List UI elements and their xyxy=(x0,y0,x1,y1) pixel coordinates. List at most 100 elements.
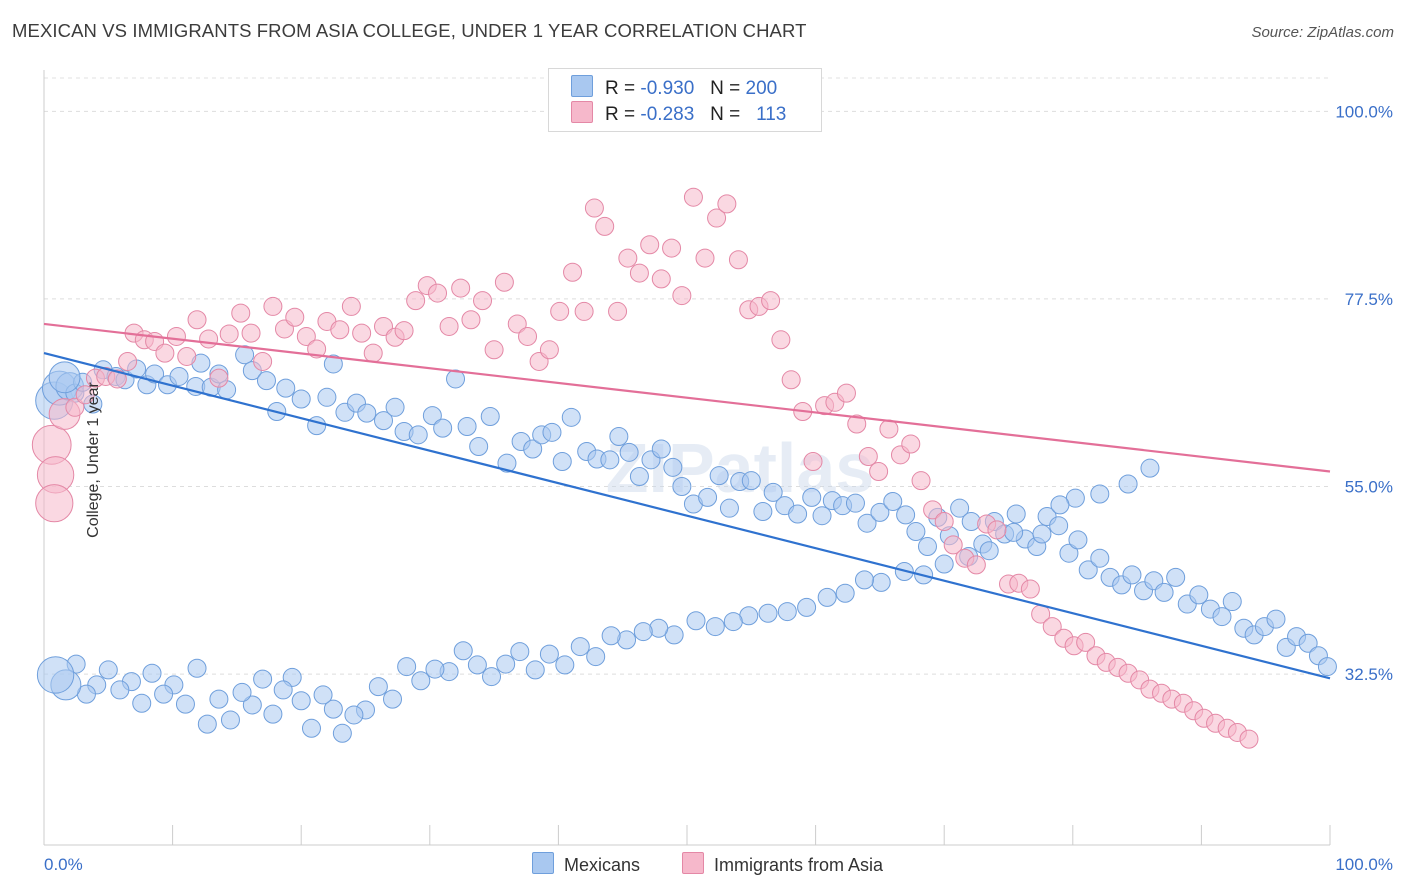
data-point xyxy=(1049,516,1069,536)
data-point xyxy=(966,555,986,575)
data-point xyxy=(374,411,394,431)
data-point xyxy=(1166,567,1186,587)
data-point xyxy=(323,354,343,374)
data-point xyxy=(943,535,963,555)
data-point xyxy=(323,699,343,719)
data-point xyxy=(663,457,683,477)
data-point xyxy=(812,506,832,526)
data-point xyxy=(132,693,152,713)
data-point xyxy=(276,378,296,398)
data-point xyxy=(781,370,801,390)
data-point xyxy=(619,442,639,462)
data-point xyxy=(368,677,388,697)
data-point xyxy=(1059,543,1079,563)
series-mexicans xyxy=(35,345,1337,743)
data-point xyxy=(1090,484,1110,504)
legend-row-asia: R = -0.283 N = 113 xyxy=(571,101,786,127)
legend-swatch-mexicans xyxy=(571,75,593,97)
data-point xyxy=(719,498,739,518)
data-point xyxy=(187,658,207,678)
data-point xyxy=(987,520,1007,540)
data-point xyxy=(177,346,197,366)
data-point xyxy=(199,329,219,349)
data-point xyxy=(397,657,417,677)
data-point xyxy=(901,434,921,454)
data-point xyxy=(896,505,916,525)
legend-n-value: 113 xyxy=(756,104,787,125)
data-point xyxy=(385,397,405,417)
data-point xyxy=(640,235,660,255)
data-point xyxy=(857,513,877,533)
data-point xyxy=(446,369,466,389)
data-point xyxy=(705,617,725,637)
data-point xyxy=(145,364,165,384)
data-point xyxy=(1020,579,1040,599)
data-point xyxy=(662,238,682,258)
data-point xyxy=(695,248,715,268)
data-point xyxy=(950,498,970,518)
legend: R = -0.930 N = 200 R = -0.283 N = 113 xyxy=(548,68,822,132)
data-point xyxy=(574,301,594,321)
data-point xyxy=(422,406,442,426)
data-point xyxy=(118,351,138,371)
data-point xyxy=(406,291,426,311)
data-point xyxy=(552,452,572,471)
legend-n-value: 200 xyxy=(745,78,778,99)
data-point xyxy=(1140,458,1160,478)
data-point xyxy=(518,326,538,346)
bottom-legend-swatch-mexicans xyxy=(532,852,554,874)
data-point xyxy=(1189,585,1209,605)
data-point xyxy=(285,307,305,327)
data-point xyxy=(728,250,748,270)
legend-r-label: R = xyxy=(605,78,636,99)
data-point xyxy=(686,611,706,631)
data-point xyxy=(363,343,383,363)
data-point xyxy=(608,301,628,321)
data-point xyxy=(154,684,174,704)
data-point xyxy=(473,291,493,311)
data-point xyxy=(633,622,653,642)
data-point xyxy=(934,554,954,574)
data-point xyxy=(357,403,377,423)
data-point xyxy=(934,512,954,532)
data-point xyxy=(651,439,671,459)
data-point xyxy=(523,439,543,459)
data-point xyxy=(906,522,926,542)
data-point xyxy=(797,597,817,617)
data-point xyxy=(482,667,502,687)
data-point xyxy=(411,671,431,691)
bottom-legend-swatch-asia xyxy=(682,852,704,874)
data-point xyxy=(457,416,477,436)
data-point xyxy=(771,330,791,350)
data-point xyxy=(1068,530,1088,550)
data-point xyxy=(291,389,311,409)
data-point xyxy=(871,572,891,592)
data-point xyxy=(917,537,937,557)
data-point xyxy=(802,487,822,507)
data-point xyxy=(209,368,229,388)
data-point xyxy=(803,452,823,471)
data-point xyxy=(232,682,252,702)
data-point xyxy=(408,425,428,445)
data-point xyxy=(570,637,590,657)
data-point xyxy=(584,198,604,218)
data-point xyxy=(241,323,261,343)
data-point xyxy=(220,710,240,730)
y-tick-label: 55.0% xyxy=(1345,478,1393,497)
data-point xyxy=(231,303,251,323)
data-point xyxy=(835,583,855,603)
y-tick-label: 77.5% xyxy=(1345,290,1393,309)
x-tick-label: 100.0% xyxy=(1335,855,1393,874)
data-point xyxy=(425,659,445,679)
data-point xyxy=(1298,633,1318,653)
data-point xyxy=(307,339,327,359)
data-point xyxy=(453,641,473,661)
data-point xyxy=(1090,548,1110,568)
data-point xyxy=(698,487,718,507)
data-point xyxy=(428,283,448,303)
data-point xyxy=(451,278,471,298)
data-point xyxy=(1212,607,1232,627)
data-point xyxy=(758,603,778,623)
trend-line-mexicans xyxy=(43,352,1331,680)
data-point xyxy=(263,296,283,316)
